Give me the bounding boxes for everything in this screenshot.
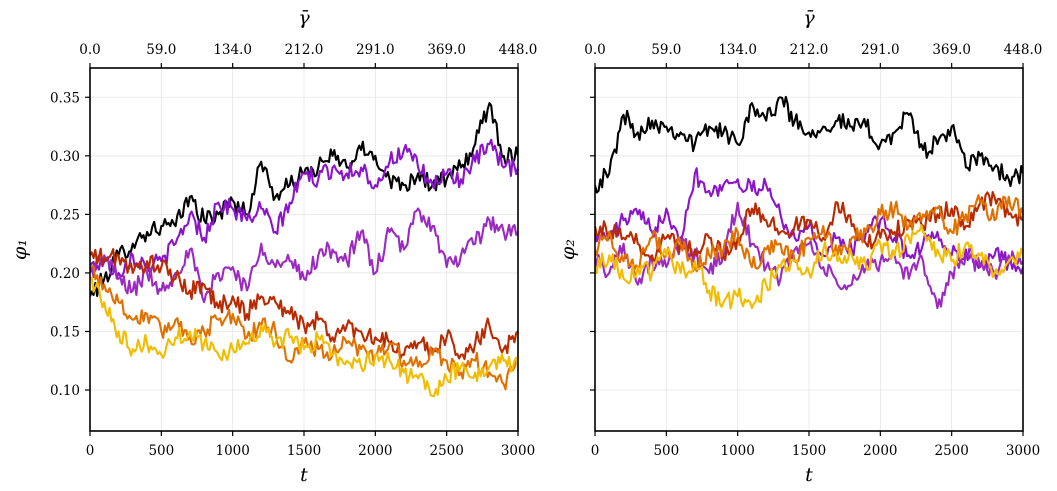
- x-tick-label: 0: [591, 443, 600, 459]
- series-line-6: [595, 224, 1023, 310]
- series-line-4: [595, 191, 1023, 264]
- top-x-tick-label: 212.0: [285, 42, 324, 58]
- top-x-tick-label: 59.0: [651, 42, 681, 58]
- x-tick-label: 0: [86, 443, 95, 459]
- top-x-tick-label: 291.0: [356, 42, 395, 58]
- top-x-tick-label: 134.0: [213, 42, 252, 58]
- x-tick-label: 3000: [501, 443, 535, 459]
- top-x-axis-label: γ̄: [803, 7, 815, 29]
- top-x-tick-label: 369.0: [427, 42, 466, 58]
- y-tick-label: 0.15: [50, 324, 80, 340]
- y-axis-label: φ₁: [9, 239, 31, 260]
- y-tick-label: 0.25: [50, 207, 80, 223]
- x-tick-label: 1500: [287, 443, 321, 459]
- top-x-tick-label: 291.0: [861, 42, 900, 58]
- x-axis-label: t: [300, 464, 308, 486]
- x-tick-label: 1500: [792, 443, 826, 459]
- top-x-tick-label: 0.0: [584, 42, 605, 58]
- series-line-6: [90, 276, 518, 398]
- x-tick-label: 2000: [863, 443, 897, 459]
- x-tick-label: 1000: [720, 443, 754, 459]
- top-x-tick-label: 212.0: [790, 42, 829, 58]
- top-x-tick-label: 134.0: [718, 42, 757, 58]
- top-x-tick-label: 59.0: [146, 42, 176, 58]
- top-x-tick-label: 448.0: [1004, 42, 1043, 58]
- y-tick-label: 0.10: [50, 383, 80, 399]
- series-line-4: [90, 247, 518, 361]
- y-tick-label: 0.35: [50, 90, 80, 106]
- top-x-tick-label: 448.0: [499, 42, 538, 58]
- series-line-2: [595, 167, 1023, 275]
- top-x-tick-label: 369.0: [932, 42, 971, 58]
- x-tick-label: 2500: [429, 443, 463, 459]
- series-line-2: [90, 138, 518, 280]
- x-axis-label: t: [805, 464, 813, 486]
- y-tick-label: 0.20: [50, 266, 80, 282]
- chart-panel-phi2: 0 500 1000 1500 2000 2500 3000 0.0 59.0 134.0 212.…: [557, 7, 1042, 486]
- x-tick-label: 500: [653, 443, 679, 459]
- x-tick-label: 500: [148, 443, 174, 459]
- series-group: [595, 95, 1023, 310]
- x-tick-label: 1000: [215, 443, 249, 459]
- chart-panel-phi1: 0 500 1000 1500 2000 2500 3000 0.0 59.0 134.0 212.…: [9, 7, 537, 486]
- x-tick-label: 2000: [358, 443, 392, 459]
- series-line-1: [595, 95, 1023, 194]
- top-x-axis-label: γ̄: [298, 7, 310, 29]
- series-line-3: [90, 207, 518, 304]
- y-axis-label: φ₂: [557, 239, 579, 260]
- x-tick-label: 3000: [1006, 443, 1040, 459]
- y-tick-label: 0.30: [50, 149, 80, 165]
- series-group: [90, 102, 518, 398]
- x-tick-label: 2500: [934, 443, 968, 459]
- series-line-3: [595, 201, 1023, 310]
- top-x-tick-label: 0.0: [79, 42, 100, 58]
